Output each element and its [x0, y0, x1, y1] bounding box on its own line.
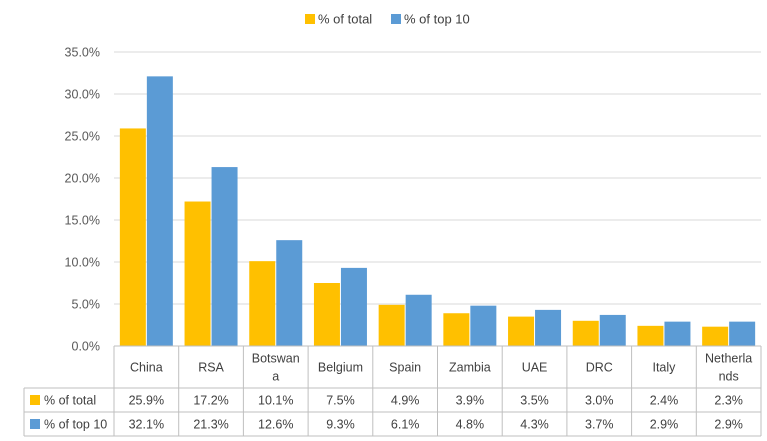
bar-pct-total-7	[572, 320, 599, 346]
category-label: Belgium	[318, 361, 363, 375]
bar-pct-total-1	[184, 201, 211, 346]
y-tick-label: 20.0%	[65, 172, 100, 186]
data-label: 32.1%	[129, 418, 164, 432]
data-label: 7.5%	[326, 394, 355, 408]
bar-pct-total-6	[508, 316, 535, 346]
y-tick-label: 5.0%	[72, 298, 101, 312]
bar-pct-top10-4	[405, 294, 432, 346]
gridlines	[114, 51, 761, 305]
bar-pct-top10-2	[276, 240, 303, 346]
y-axis-ticks: 0.0% 5.0% 10.0% 15.0% 20.0% 25.0% 30.0% 35.0%	[65, 46, 100, 354]
y-tick-label: 15.0%	[65, 214, 100, 228]
data-label: 3.9%	[456, 394, 485, 408]
bar-pct-total-8	[637, 325, 664, 346]
data-label: 21.3%	[193, 418, 228, 432]
data-label: 12.6%	[258, 418, 293, 432]
data-label: 6.1%	[391, 418, 420, 432]
category-label: RSA	[198, 361, 224, 375]
bars	[119, 76, 756, 347]
legend-swatch	[391, 14, 401, 24]
bar-pct-total-4	[378, 304, 405, 346]
legend-swatch	[305, 14, 315, 24]
bar-pct-total-9	[702, 326, 729, 346]
bar-pct-top10-7	[599, 314, 626, 346]
bar-pct-top10-1	[211, 167, 238, 346]
table-row-label: % of total	[44, 394, 96, 408]
category-label: Zambia	[449, 361, 491, 375]
category-label: UAE	[522, 361, 548, 375]
data-label: 17.2%	[193, 394, 228, 408]
category-label: China	[130, 361, 163, 375]
category-label: nds	[719, 370, 739, 384]
bar-pct-total-0	[119, 128, 146, 346]
data-label: 9.3%	[326, 418, 355, 432]
data-label: 4.8%	[456, 418, 485, 432]
legend-label: % of total	[318, 12, 372, 27]
data-label: 25.9%	[129, 394, 164, 408]
table-row-label: % of top 10	[44, 418, 107, 432]
data-label: 3.0%	[585, 394, 614, 408]
y-tick-label: 25.0%	[65, 130, 100, 144]
data-label: 2.9%	[650, 418, 679, 432]
bar-pct-total-3	[313, 283, 340, 346]
table-legend-key	[30, 419, 40, 429]
y-tick-label: 30.0%	[65, 88, 100, 102]
table-legend-key	[30, 395, 40, 405]
bar-pct-top10-3	[340, 267, 367, 346]
data-label: 10.1%	[258, 394, 293, 408]
y-tick-label: 35.0%	[65, 46, 100, 60]
data-label: 3.5%	[520, 394, 549, 408]
bar-pct-total-5	[443, 313, 470, 346]
category-label: Spain	[389, 361, 421, 375]
data-label: 3.7%	[585, 418, 614, 432]
category-label: Italy	[652, 361, 676, 375]
bar-pct-total-2	[249, 261, 276, 346]
legend-label: % of top 10	[404, 12, 470, 27]
bar-pct-top10-5	[470, 305, 497, 346]
legend: % of total % of top 10	[305, 12, 470, 27]
data-label: 4.9%	[391, 394, 420, 408]
category-label: Netherla	[705, 352, 752, 366]
data-label: 2.3%	[714, 394, 743, 408]
bar-pct-top10-8	[664, 321, 691, 346]
data-label: 4.3%	[520, 418, 549, 432]
bar-pct-top10-6	[535, 309, 562, 346]
category-label: Botswan	[252, 352, 300, 366]
bar-pct-top10-9	[729, 321, 756, 346]
data-label: 2.9%	[714, 418, 743, 432]
data-table: China RSA Botswan a Belgium Spain Zambia UAE DRC…	[23, 345, 762, 437]
y-tick-label: 10.0%	[65, 256, 100, 270]
y-tick-label: 0.0%	[72, 340, 101, 354]
category-label: DRC	[586, 361, 613, 375]
data-label: 2.4%	[650, 394, 679, 408]
category-label: a	[272, 370, 279, 384]
bar-pct-top10-0	[146, 76, 173, 347]
